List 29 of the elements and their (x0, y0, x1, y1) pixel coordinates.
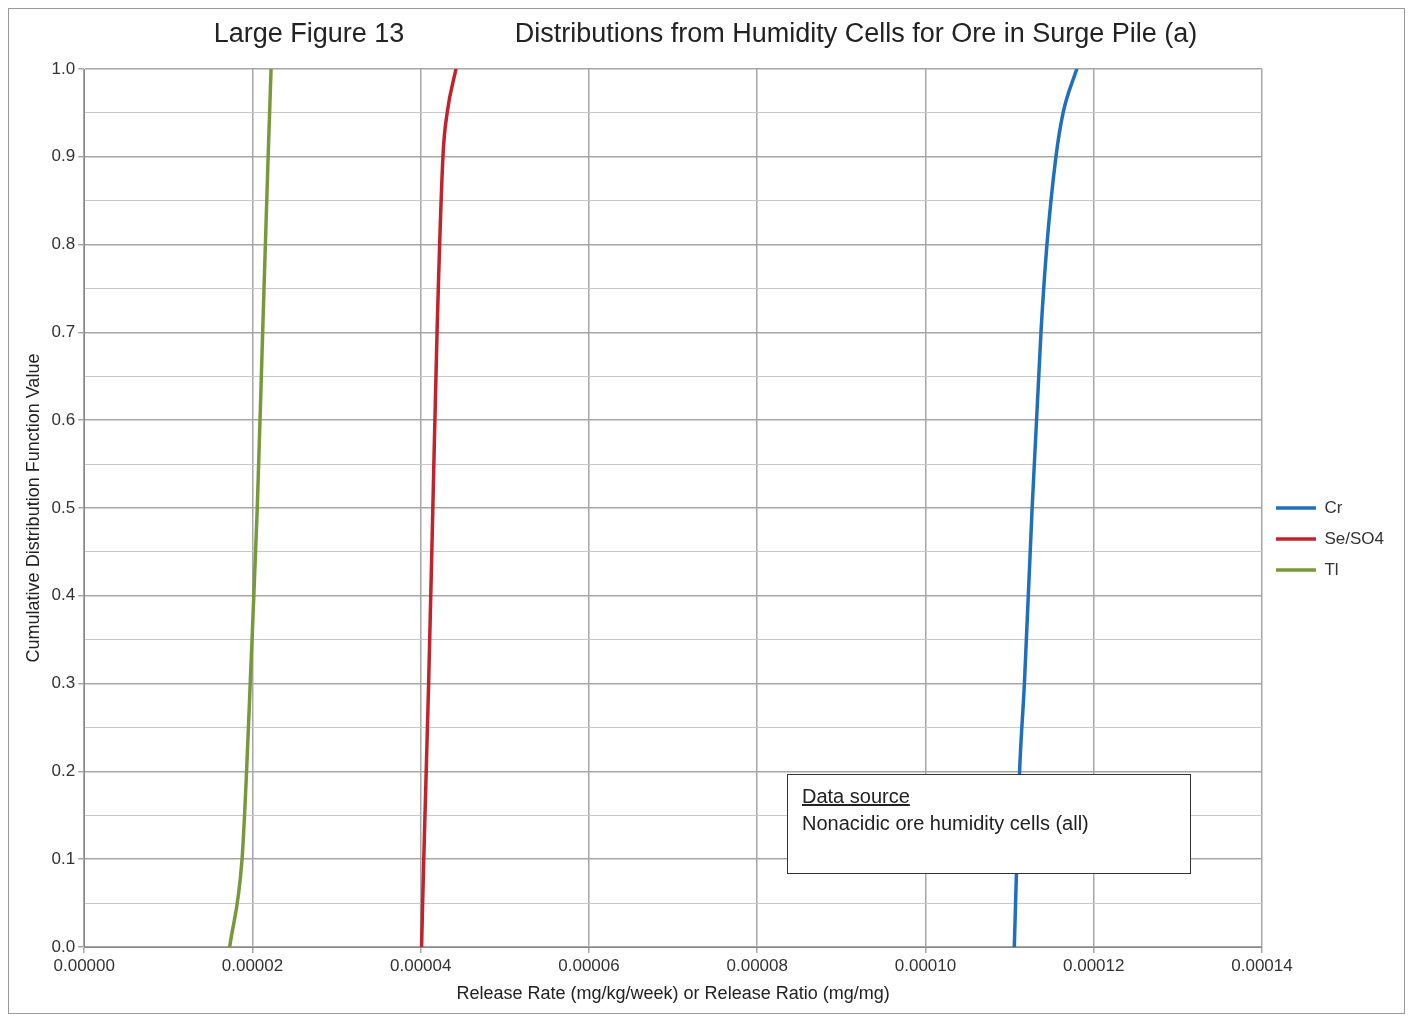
x-tick-label: 0.00006 (558, 955, 620, 975)
y-tick-label: 0.6 (51, 409, 76, 429)
x-tick-label: 0.00014 (1231, 955, 1293, 975)
annotation: Data source (802, 784, 911, 809)
y-tick-label: 0.1 (51, 848, 76, 868)
y-tick-label: 0.0 (51, 936, 76, 956)
y-tick-label: 0.7 (51, 322, 76, 342)
note-box: Data source Nonacidic ore humidity cells (all) (787, 774, 1191, 874)
x-tick-label: 0.00010 (894, 955, 957, 975)
x-tick-label: 0.00004 (390, 955, 452, 975)
y-tick-label: 0.4 (51, 585, 76, 605)
chart-subtitle: Distributions from Humidity Cells for Ore in Surge Pile (a) (514, 18, 1198, 49)
chart-title: Large Figure 13 (213, 18, 405, 49)
y-axis-title: Cumulative Distribution Function Value (22, 353, 43, 663)
y-tick-label: 0.2 (51, 761, 76, 781)
y-tick-label: 0.9 (51, 146, 76, 166)
x-tick-label: 0.00000 (53, 955, 115, 975)
x-tick-label: 0.00012 (1062, 955, 1125, 975)
annotation: Nonacidic ore humidity cells (all) (802, 811, 1090, 836)
x-tick-label: 0.00008 (726, 955, 788, 975)
y-tick-label: 0.3 (51, 673, 76, 693)
y-tick-label: 0.8 (51, 234, 76, 254)
legend-label: Tl (1324, 559, 1339, 579)
x-axis-title: Release Rate (mg/kg/week) or Release Ratio (mg/mg) (456, 983, 890, 1004)
y-tick-label: 1.0 (51, 58, 76, 78)
legend-label: Se/SO4 (1324, 528, 1385, 548)
x-tick-label: 0.00002 (221, 955, 284, 975)
legend-label: Cr (1324, 497, 1343, 517)
y-tick-label: 0.5 (51, 497, 76, 517)
